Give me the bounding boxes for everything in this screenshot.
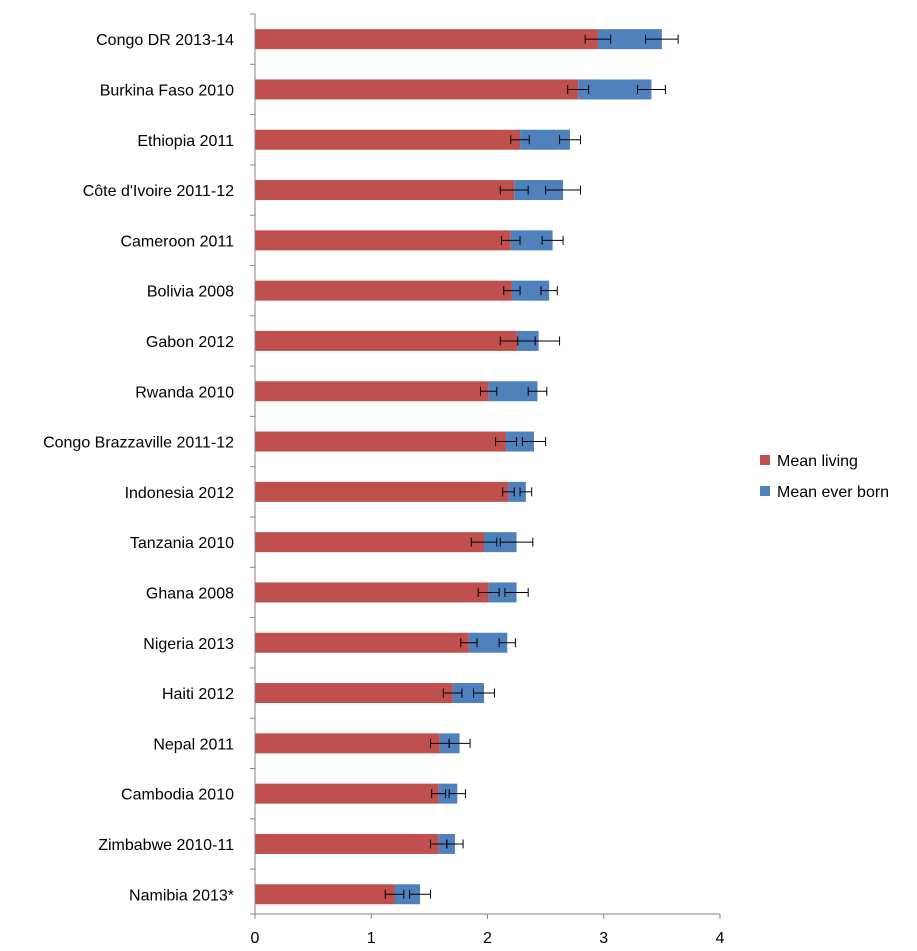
x-tick-label: 1 <box>367 930 376 947</box>
bar-mean-living <box>255 381 489 402</box>
category-label: Indonesia 2012 <box>125 485 235 502</box>
bar-mean-living <box>255 431 507 452</box>
bar-mean-ever-born <box>506 431 534 452</box>
bar-mean-ever-born <box>394 884 421 905</box>
category-label: Nepal 2011 <box>153 736 234 753</box>
bar-mean-living <box>255 180 515 201</box>
category-labels-group: Congo DR 2013-14 Burkina Faso 2010 Ethiopi… <box>43 32 234 904</box>
category-label: Namibia 2013* <box>129 887 234 904</box>
bar-mean-living <box>255 884 395 905</box>
bar-mean-living <box>255 783 439 804</box>
category-label: Congo DR 2013-14 <box>96 32 234 49</box>
category-label: Cambodia 2010 <box>121 787 234 804</box>
axes-group: 0 1 2 3 4 <box>250 13 725 947</box>
bar-mean-living <box>255 733 440 754</box>
bar-mean-ever-born <box>520 129 571 150</box>
bar-mean-living <box>255 683 453 704</box>
bar-mean-ever-born <box>597 29 662 50</box>
bar-mean-ever-born <box>438 783 458 804</box>
bar-mean-living <box>255 833 439 854</box>
category-label: Haiti 2012 <box>162 686 234 703</box>
bar-mean-ever-born <box>508 481 526 502</box>
bar-mean-living <box>255 79 579 100</box>
category-label: Ethiopia 2011 <box>137 133 234 150</box>
category-label: Zimbabwe 2010-11 <box>98 837 234 854</box>
bar-mean-living <box>255 330 518 351</box>
bar-mean-living <box>255 280 512 301</box>
bar-mean-ever-born <box>468 632 508 653</box>
bar-mean-ever-born <box>488 582 517 603</box>
legend-swatch <box>760 486 770 496</box>
bar-mean-ever-born <box>488 381 538 402</box>
bar-mean-living <box>255 481 509 502</box>
bar-mean-living <box>255 582 489 603</box>
category-label: Gabon 2012 <box>146 334 234 351</box>
bar-mean-ever-born <box>514 180 564 201</box>
x-tick-label: 0 <box>251 930 260 947</box>
error-bars-group <box>384 34 679 899</box>
bars-group <box>255 29 662 905</box>
category-label: Congo Brazzaville 2011-12 <box>43 435 234 452</box>
category-label: Burkina Faso 2010 <box>100 82 234 99</box>
category-label: Bolivia 2008 <box>147 284 234 301</box>
category-label: Nigeria 2013 <box>143 636 234 653</box>
bar-mean-living <box>255 230 511 251</box>
category-label: Tanzania 2010 <box>130 535 234 552</box>
legend-label: Mean ever born <box>777 484 889 501</box>
bar-mean-living <box>255 129 521 150</box>
x-tick-label: 3 <box>599 930 608 947</box>
bar-mean-ever-born <box>510 230 553 251</box>
legend: Mean living Mean ever born <box>760 453 889 501</box>
x-tick-label: 2 <box>483 930 492 947</box>
category-label: Côte d'Ivoire 2011-12 <box>83 183 234 200</box>
bar-mean-ever-born <box>452 683 485 704</box>
bar-mean-ever-born <box>578 79 652 100</box>
category-label: Cameroon 2011 <box>120 233 234 250</box>
legend-label: Mean living <box>777 453 858 470</box>
bar-mean-living <box>255 632 469 653</box>
legend-swatch <box>760 455 770 465</box>
category-label: Ghana 2008 <box>146 585 234 602</box>
bar-mean-living <box>255 29 598 50</box>
x-tick-label: 4 <box>716 930 725 947</box>
category-label: Rwanda 2010 <box>135 384 234 401</box>
bar-mean-living <box>255 532 485 553</box>
bar-mean-ever-born <box>511 280 550 301</box>
